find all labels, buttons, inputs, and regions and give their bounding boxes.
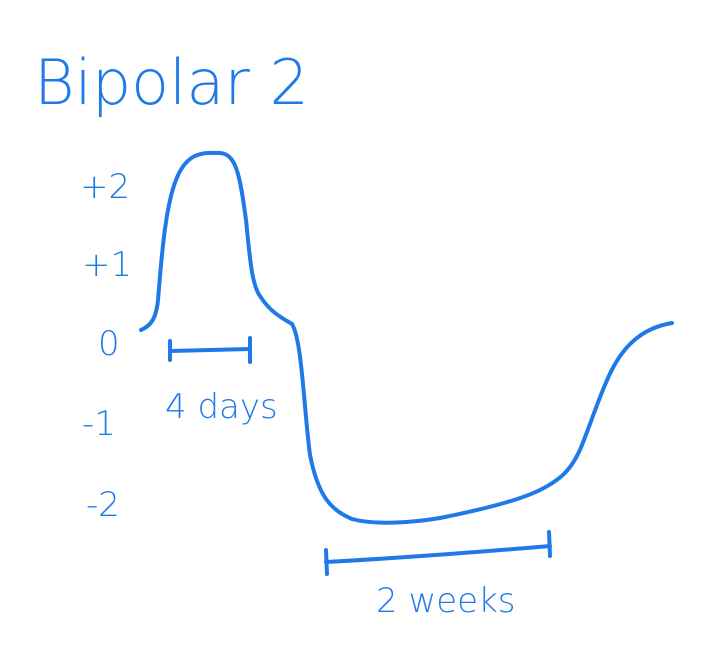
bracket-line [168, 347, 252, 353]
diagram-title: Bipolar 2 [34, 46, 309, 119]
bracket-left-tick [324, 548, 329, 576]
bracket-right-tick [547, 530, 552, 558]
scale-label-minus-1: -1 [82, 404, 116, 444]
bracket-line [324, 544, 552, 564]
y-axis-labels: +2 +1 0 -1 -2 [80, 167, 132, 525]
scale-label-zero: 0 [98, 324, 120, 364]
depression-duration-bracket [324, 530, 552, 576]
mood-curve [139, 150, 674, 525]
scale-label-plus-1: +1 [82, 245, 132, 285]
depression-duration-label: 2 weeks [376, 581, 516, 621]
scale-label-minus-2: -2 [86, 485, 120, 525]
scale-label-plus-2: +2 [80, 167, 130, 207]
hypomania-duration-bracket [168, 336, 252, 364]
hypomania-duration-label: 4 days [165, 387, 278, 427]
